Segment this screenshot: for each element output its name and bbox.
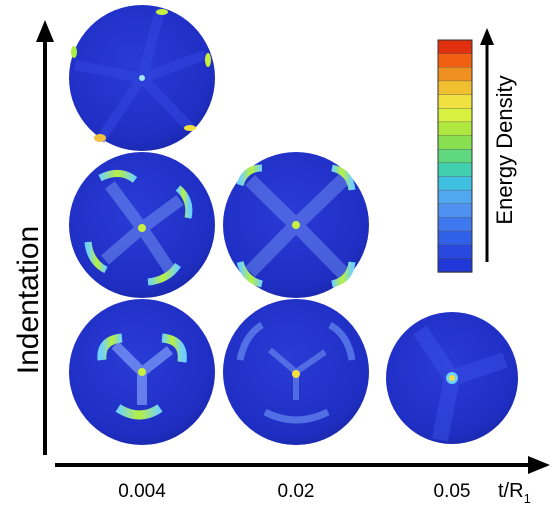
colorbar-band: [437, 67, 473, 82]
simulation-disc: [69, 5, 215, 151]
colorbar-arrowhead: [480, 28, 494, 45]
x-axis-arrow: [528, 456, 550, 474]
colorbar-band: [437, 80, 473, 96]
y-axis-label: Indentation: [12, 226, 45, 374]
colorbar-band: [437, 148, 473, 164]
colorbar: [437, 39, 473, 273]
simulation-disc: [69, 152, 215, 298]
colorbar-band: [437, 39, 473, 55]
simulation-disc: [223, 299, 369, 445]
colorbar-band: [437, 189, 473, 205]
colorbar-label: Energy Density: [492, 75, 517, 224]
simulation-disc: [386, 312, 518, 444]
colorbar-band: [437, 108, 473, 123]
x-axis-label-main: t/R: [498, 480, 524, 502]
colorbar-band: [437, 53, 473, 68]
colorbar-band: [437, 258, 473, 273]
simulation-disc: [69, 299, 215, 445]
colorbar-band: [437, 135, 473, 150]
colorbar-band: [437, 176, 473, 191]
colorbar-band: [437, 217, 473, 232]
colorbar-band: [437, 94, 473, 109]
simulation-disc: [223, 152, 369, 298]
colorbar-frame: [437, 39, 473, 273]
colorbar-band: [437, 203, 473, 219]
x-axis-label: t/R1: [498, 480, 531, 506]
y-axis-arrow: [36, 20, 54, 42]
colorbar-band: [437, 162, 473, 178]
colorbar-band: [437, 121, 473, 137]
x-axis-label-subscript: 1: [524, 491, 531, 506]
colorbar-band: [437, 244, 473, 260]
x-tick-label: 0.02: [278, 481, 315, 502]
x-tick-label: 0.05: [434, 481, 471, 502]
x-tick-label: 0.004: [118, 481, 166, 502]
colorbar-band: [437, 230, 473, 246]
